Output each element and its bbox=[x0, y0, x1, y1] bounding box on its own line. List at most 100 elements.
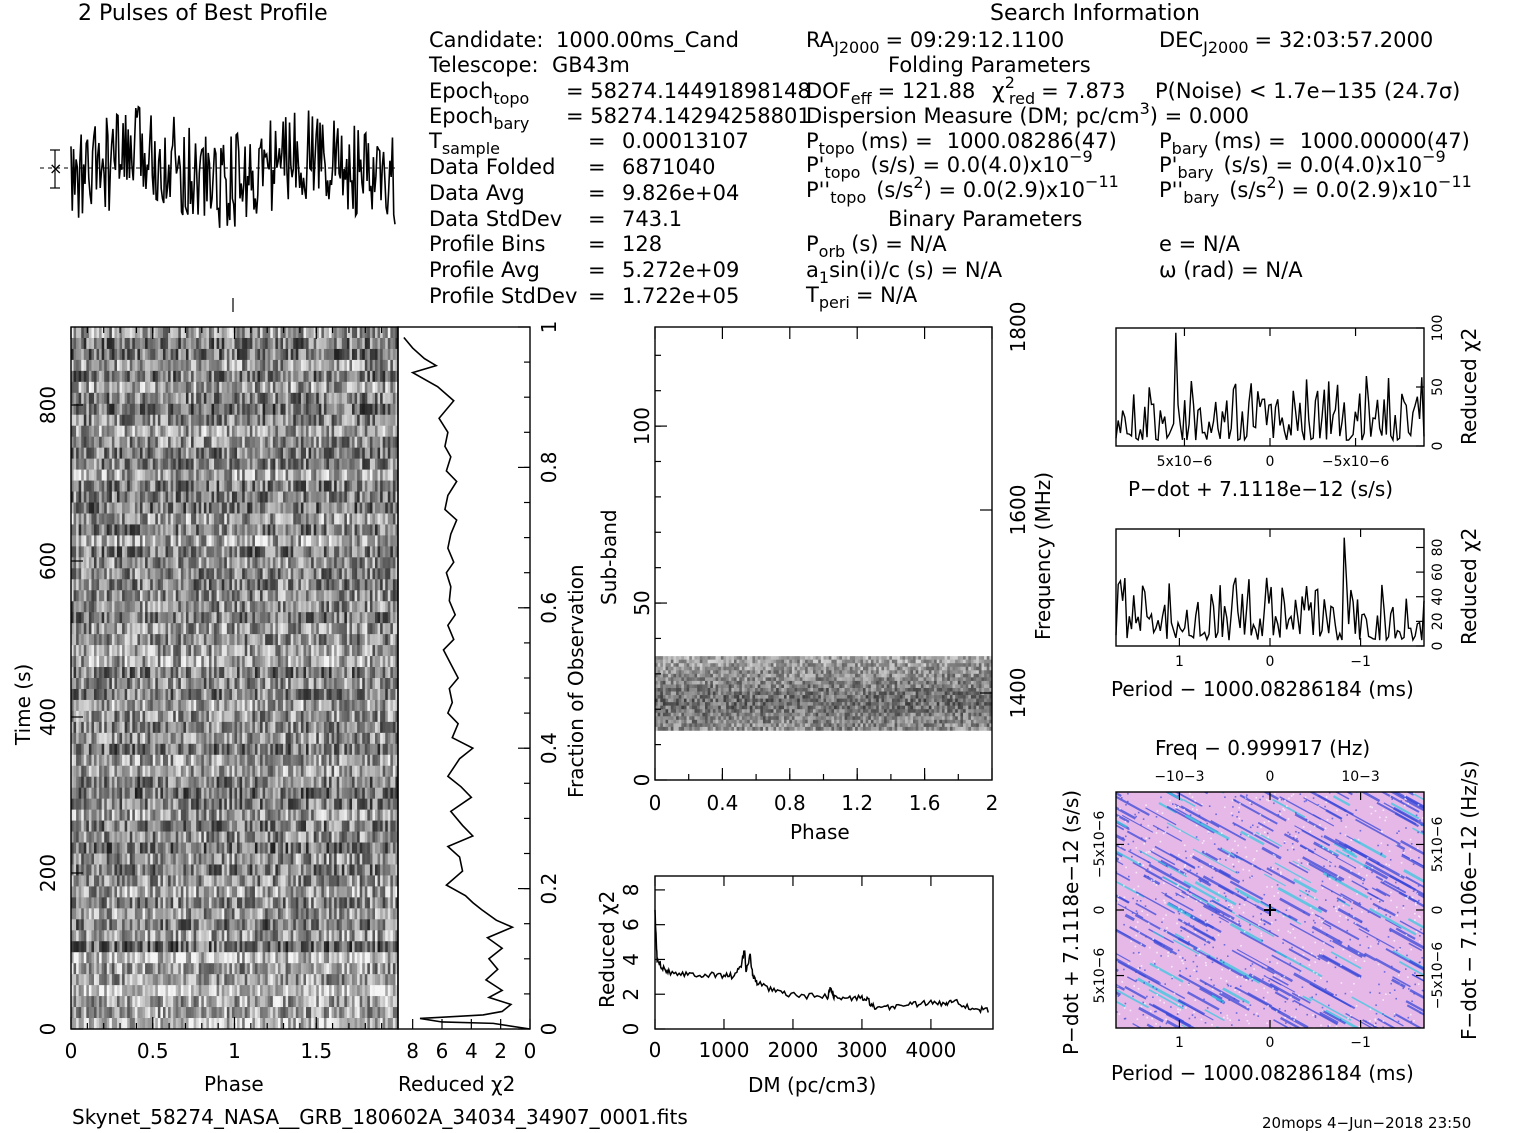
time-phase-cell bbox=[73, 436, 77, 448]
time-phase-cell bbox=[73, 601, 77, 613]
time-phase-cell bbox=[109, 568, 113, 580]
time-phase-cell bbox=[272, 337, 276, 350]
time-phase-cell bbox=[277, 414, 281, 427]
time-phase-cell bbox=[372, 348, 376, 361]
time-phase-cell bbox=[76, 612, 79, 624]
time-phase-cell bbox=[326, 392, 330, 405]
time-phase-cell bbox=[152, 469, 156, 481]
time-phase-cell bbox=[316, 568, 320, 580]
time-phase-cell bbox=[252, 370, 256, 383]
time-phase-cell bbox=[375, 480, 378, 492]
time-phase-cell bbox=[134, 469, 138, 481]
time-phase-cell bbox=[313, 348, 317, 361]
time-phase-cell bbox=[346, 579, 350, 591]
time-phase-cell bbox=[260, 381, 263, 394]
time-phase-cell bbox=[81, 557, 85, 569]
time-phase-cell bbox=[196, 688, 200, 701]
time-phase-cell bbox=[73, 546, 77, 558]
time-phase-cell bbox=[160, 710, 164, 723]
time-phase-cell bbox=[83, 612, 87, 624]
time-phase-cell bbox=[127, 392, 131, 405]
time-phase-cell bbox=[300, 590, 304, 602]
time-phase-cell bbox=[137, 535, 141, 547]
time-phase-cell bbox=[275, 513, 279, 525]
time-phase-cell bbox=[239, 502, 243, 514]
time-phase-cell bbox=[321, 645, 325, 657]
time-phase-cell bbox=[142, 579, 146, 591]
time-phase-cell bbox=[211, 656, 215, 668]
time-phase-cell bbox=[78, 491, 82, 503]
time-phase-cell bbox=[198, 710, 202, 723]
time-phase-cell bbox=[145, 327, 148, 339]
time-phase-cell bbox=[78, 425, 82, 437]
time-phase-cell bbox=[267, 623, 271, 635]
time-phase-cell bbox=[231, 348, 235, 361]
time-phase-cell bbox=[83, 480, 87, 492]
time-phase-cell bbox=[180, 381, 184, 394]
time-phase-cell bbox=[392, 612, 396, 624]
time-phase-cell bbox=[331, 645, 335, 657]
time-phase-cell bbox=[339, 688, 343, 701]
time-phase-cell bbox=[157, 513, 161, 525]
time-phase-cell bbox=[214, 469, 217, 481]
time-phase-cell bbox=[178, 327, 182, 339]
time-phase-cell bbox=[229, 721, 233, 734]
time-phase-cell bbox=[226, 381, 230, 394]
time-phase-cell bbox=[372, 458, 376, 470]
time-phase-cell bbox=[260, 732, 263, 745]
time-phase-cell bbox=[385, 381, 389, 394]
time-phase-cell bbox=[88, 557, 92, 569]
time-phase-cell bbox=[127, 469, 131, 481]
time-phase-cell bbox=[247, 601, 251, 613]
time-phase-cell bbox=[369, 645, 373, 657]
time-phase-cell bbox=[73, 667, 77, 679]
time-phase-cell bbox=[252, 590, 256, 602]
time-phase-cell bbox=[157, 436, 161, 448]
time-phase-cell bbox=[234, 348, 238, 361]
time-phase-cell bbox=[183, 414, 187, 427]
time-phase-cell bbox=[76, 425, 79, 437]
time-phase-cell bbox=[196, 337, 200, 350]
time-phase-cell bbox=[336, 480, 340, 492]
time-phase-cell bbox=[214, 579, 217, 591]
time-phase-cell bbox=[272, 590, 276, 602]
time-phase-cell bbox=[203, 436, 207, 448]
time-phase-cell bbox=[216, 447, 220, 459]
time-phase-cell bbox=[234, 370, 238, 383]
time-phase-cell bbox=[354, 425, 358, 437]
time-phase-cell bbox=[270, 732, 274, 745]
time-phase-cell bbox=[119, 634, 123, 646]
time-phase-cell bbox=[288, 502, 291, 514]
time-phase-cell bbox=[91, 721, 95, 734]
time-phase-cell bbox=[359, 579, 363, 591]
time-phase-cell bbox=[145, 699, 148, 712]
time-phase-cell bbox=[313, 710, 317, 723]
time-phase-cell bbox=[346, 392, 350, 405]
time-phase-cell bbox=[300, 645, 304, 657]
time-phase-cell bbox=[137, 337, 141, 350]
time-phase-cell bbox=[283, 348, 286, 361]
time-phase-cell bbox=[272, 535, 276, 547]
time-phase-cell bbox=[145, 370, 148, 383]
time-phase-cell bbox=[185, 327, 189, 339]
time-phase-cell bbox=[134, 678, 138, 690]
time-phase-cell bbox=[280, 425, 284, 437]
time-phase-cell bbox=[185, 612, 189, 624]
time-phase-cell bbox=[162, 425, 166, 437]
time-phase-cell bbox=[270, 513, 274, 525]
time-phase-cell bbox=[323, 601, 327, 613]
time-phase-cell bbox=[214, 590, 217, 602]
time-phase-cell bbox=[349, 425, 353, 437]
time-phase-cell bbox=[265, 425, 269, 437]
time-phase-cell bbox=[283, 678, 286, 690]
time-phase-cell bbox=[224, 480, 228, 492]
time-phase-cell bbox=[150, 634, 154, 646]
time-phase-cell bbox=[306, 732, 309, 745]
time-phase-cell bbox=[137, 513, 141, 525]
time-phase-cell bbox=[198, 667, 202, 679]
time-phase-cell bbox=[214, 721, 217, 734]
time-phase-cell bbox=[352, 579, 355, 591]
time-phase-cell bbox=[237, 601, 240, 613]
time-phase-cell bbox=[198, 590, 202, 602]
time-phase-cell bbox=[109, 710, 113, 723]
